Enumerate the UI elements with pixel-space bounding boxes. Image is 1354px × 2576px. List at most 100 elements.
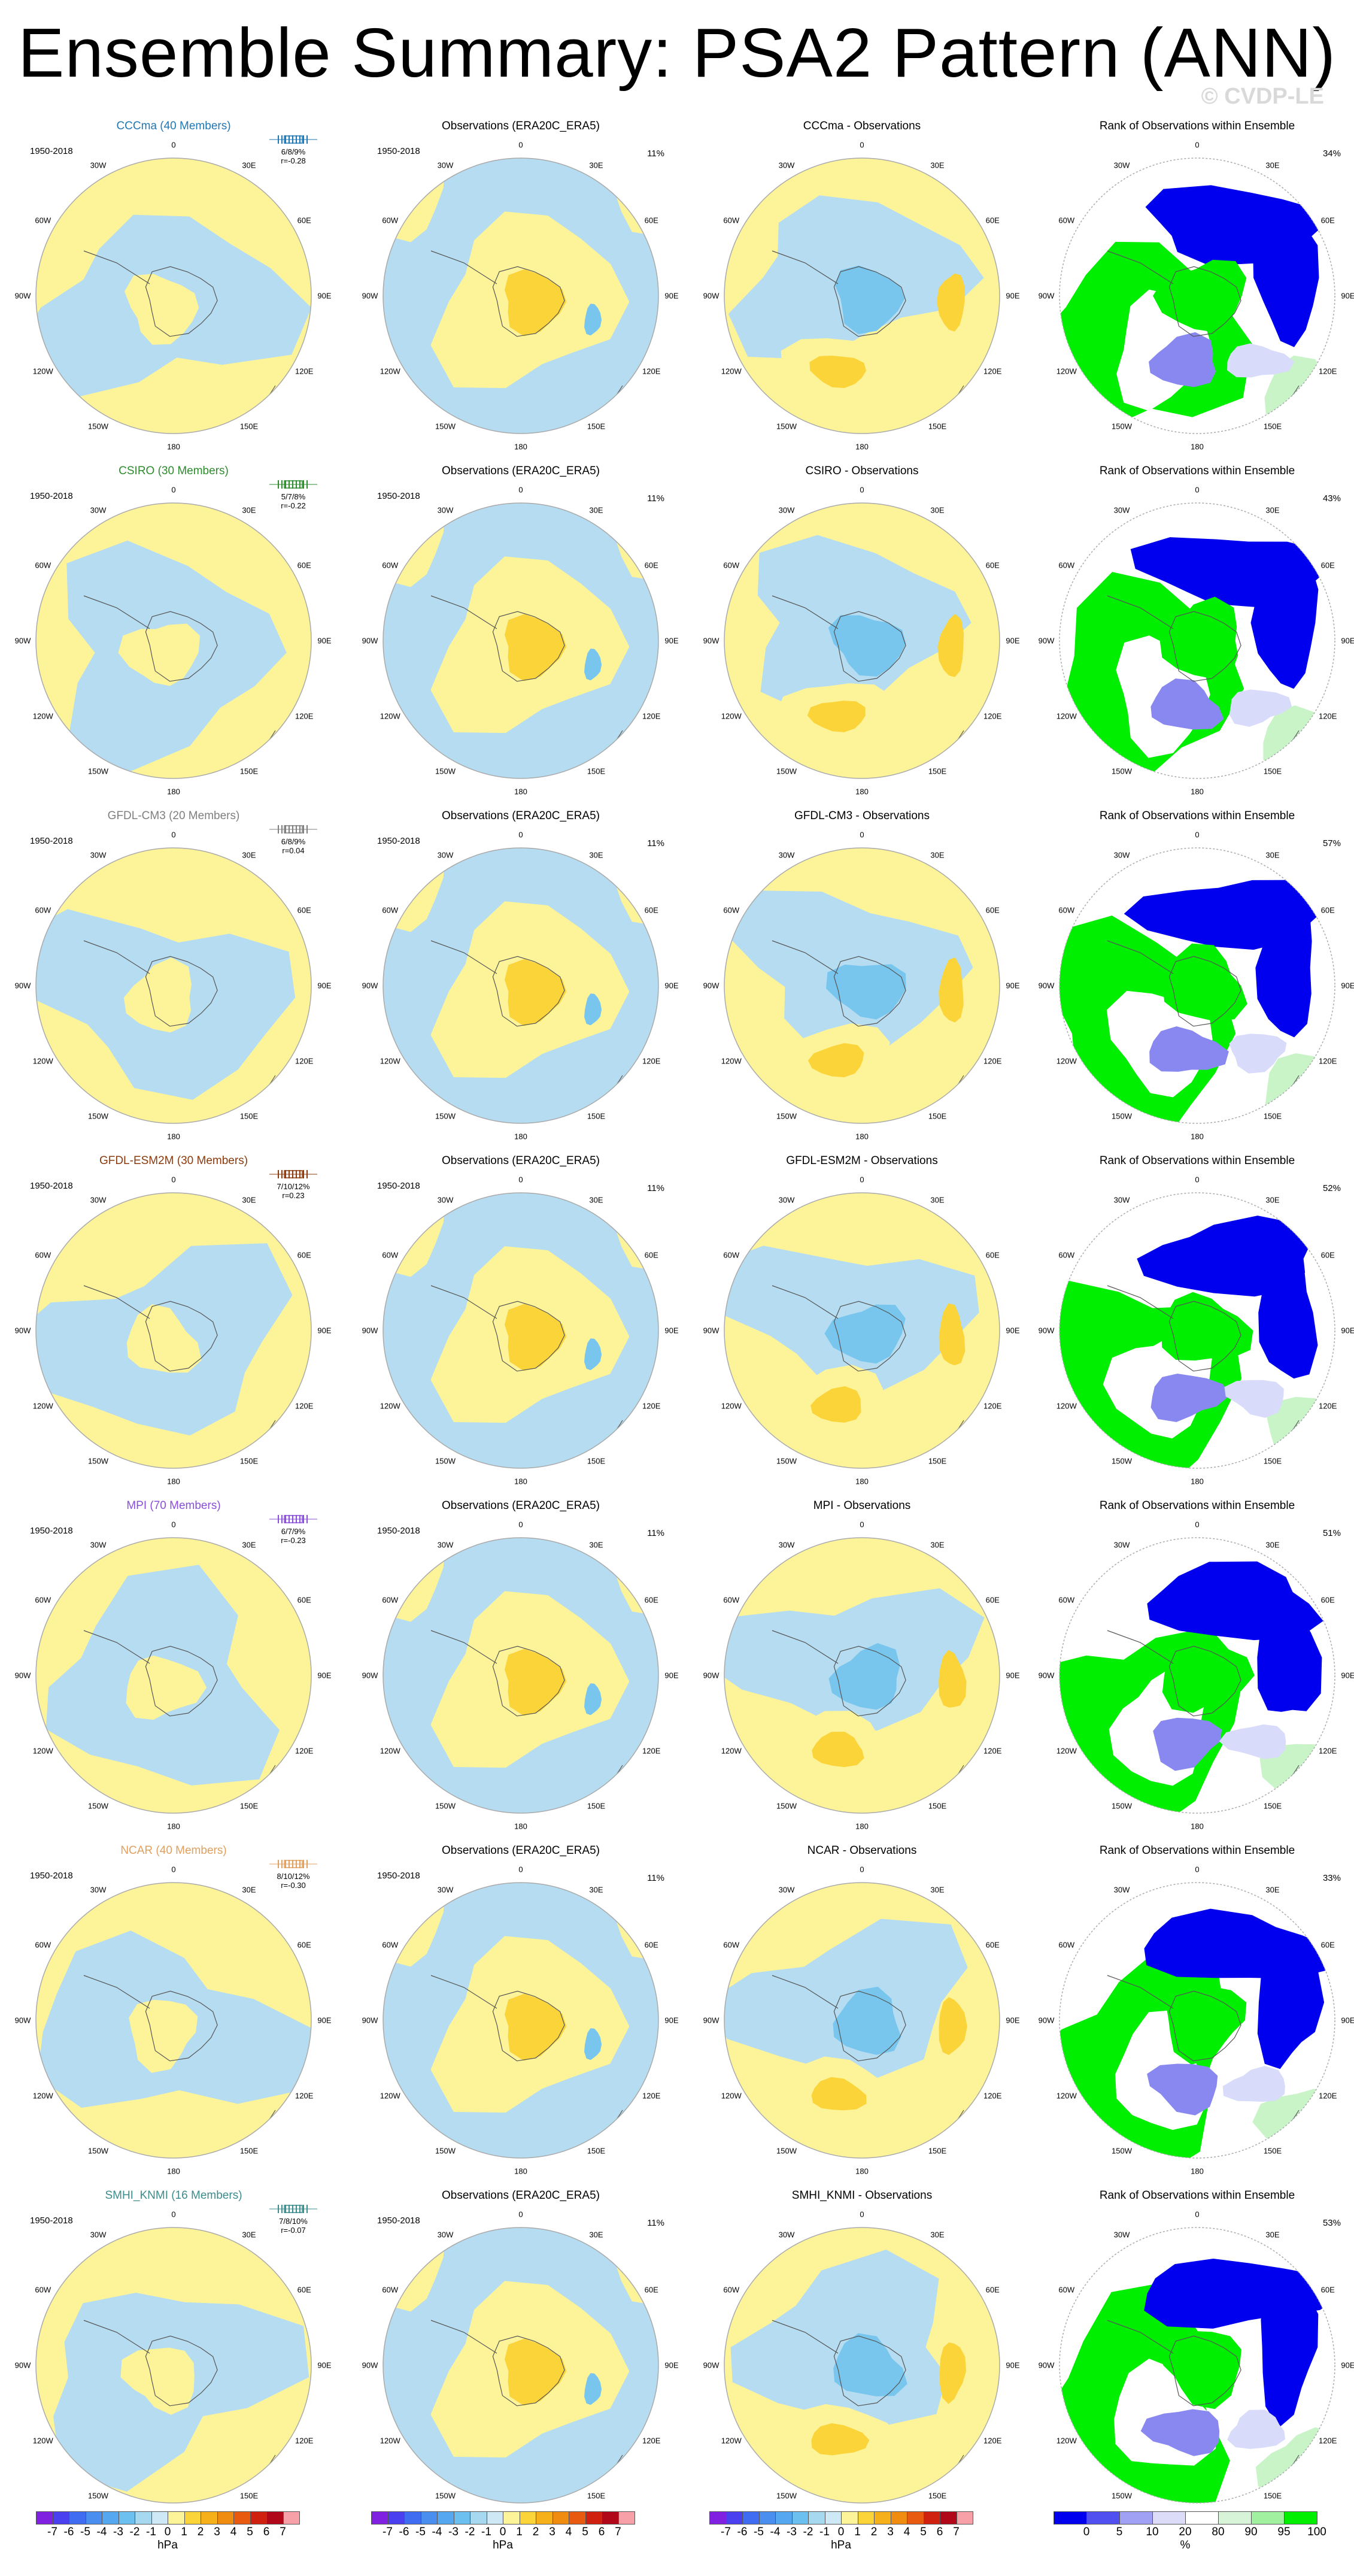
- lon-label: 180: [514, 787, 527, 796]
- lon-label: 90W: [362, 291, 378, 301]
- lon-label: 90W: [703, 636, 719, 645]
- lon-label: 60E: [644, 1940, 658, 1950]
- lon-label: 60W: [723, 1940, 740, 1950]
- lon-label: 120W: [1056, 366, 1077, 376]
- panel-title: Rank of Observations within Ensemble: [1099, 465, 1295, 477]
- map-canvas: [382, 2227, 659, 2504]
- lon-label: 60W: [723, 216, 740, 225]
- lon-label: 90W: [14, 2016, 31, 2025]
- obs-map-panel: 030E60E90E120E150E180150W120W90W60W30WOb…: [353, 2189, 688, 2534]
- ensemble-stats: 5/7/8% r=-0.22: [257, 478, 329, 510]
- lon-label: 30E: [930, 1540, 945, 1550]
- colorbar-tick-label: 0: [837, 2526, 845, 2538]
- colorbar-rank: 0 5 10 20 80 90 95 100%: [1042, 2507, 1353, 2554]
- lon-label: 60W: [1058, 905, 1075, 915]
- lon-label: 60E: [297, 905, 311, 915]
- lon-label: 180: [1191, 2166, 1204, 2176]
- lon-label: 150E: [587, 1801, 606, 1811]
- lon-label: 180: [514, 1132, 527, 1141]
- map-canvas: [35, 2227, 312, 2504]
- stats-correlation: r=-0.07: [281, 2226, 306, 2235]
- period-label: 1950-2018: [377, 2216, 420, 2226]
- lon-label: 30E: [1265, 2230, 1280, 2239]
- colorbar-tick-label: -6: [737, 2526, 748, 2538]
- colorbar-tick-label: 2: [532, 2526, 539, 2538]
- stats-correlation: r=-0.23: [281, 1536, 306, 1545]
- rank-map-panel: 0 30E 60E 90E 120E 150E 180 150W 120W 90W 60W 30W Ra…: [1030, 1844, 1354, 2189]
- lon-label: 120E: [1319, 2091, 1337, 2101]
- lon-label: 0: [1195, 485, 1200, 495]
- lon-label: 60E: [644, 216, 658, 225]
- model-map-panel: 0 30E 60E 90E 120E 150E 180 150W 120W 90W 60W 30W NC…: [6, 1844, 341, 2189]
- map-canvas: [724, 847, 1000, 1124]
- lon-label: 60E: [985, 216, 1000, 225]
- lon-label: 120E: [642, 1746, 661, 1756]
- lon-label: 150W: [88, 422, 108, 431]
- panel-title: Rank of Observations within Ensemble: [1099, 1154, 1295, 1167]
- lon-label: 90E: [664, 2016, 679, 2025]
- lon-label: 60W: [1058, 1250, 1075, 1260]
- colorbar-tick-label: -3: [113, 2526, 123, 2538]
- lon-label: 90W: [703, 2360, 719, 2370]
- lon-label: 90W: [362, 636, 378, 645]
- colorbar-swatch: [1152, 2511, 1186, 2525]
- colorbar-tick-label: 80: [1212, 2526, 1225, 2538]
- lon-label: 90E: [1006, 636, 1020, 645]
- lon-label: 180: [514, 1822, 527, 1831]
- panel-row: 0 30E 60E 90E 120E 150E 180 150W 120W 90W 60W 30W GF…: [0, 1154, 1354, 1499]
- colorbar-tick-label: 6: [263, 2526, 270, 2538]
- lon-label: 90E: [664, 2360, 679, 2370]
- lon-label: 180: [855, 1822, 869, 1831]
- lon-label: 150E: [239, 766, 259, 776]
- lon-label: 150W: [776, 1801, 797, 1811]
- panel-row: 0 30E 60E 90E 120E 150E 180 150W 120W 90W 60W 30W GF…: [0, 810, 1354, 1154]
- lon-label: 150W: [88, 2491, 108, 2501]
- lon-label: 60W: [1058, 216, 1075, 225]
- colorbar-swatch: [1119, 2511, 1153, 2525]
- ensemble-stats: 6/8/9% r=0.04: [257, 823, 329, 855]
- lon-label: 90W: [703, 1326, 719, 1335]
- colorbar-swatch: [36, 2511, 53, 2525]
- stats-percent: 6/8/9%: [281, 837, 306, 846]
- colorbar-swatch: [233, 2511, 251, 2525]
- lon-label: 180: [855, 787, 869, 796]
- lon-label: 90E: [664, 1671, 679, 1680]
- colorbar-tick-label: 20: [1179, 2526, 1192, 2538]
- lon-label: 150E: [587, 422, 606, 431]
- colorbar-tick-label: -6: [399, 2526, 409, 2538]
- lon-label: 120W: [721, 711, 742, 721]
- colorbar-swatch: [102, 2511, 119, 2525]
- lon-label: 30E: [589, 2230, 603, 2239]
- lon-label: 120W: [721, 1401, 742, 1411]
- colorbar-tick-label: 4: [565, 2526, 572, 2538]
- lon-label: 120E: [295, 366, 314, 376]
- lon-label: 30E: [589, 1540, 603, 1550]
- lon-label: 150W: [1112, 1456, 1132, 1466]
- colorbar-tick-label: -4: [770, 2526, 781, 2538]
- lon-label: 0: [860, 2210, 864, 2219]
- stats-correlation: r=0.04: [282, 846, 305, 855]
- colorbar-tick-label: -2: [465, 2526, 475, 2538]
- lon-label: 30W: [1113, 160, 1130, 170]
- map-canvas: [1059, 1192, 1335, 1469]
- colorbar-swatch: [1086, 2511, 1120, 2525]
- lon-label: 120W: [721, 1746, 742, 1756]
- colorbar-tick-label: -2: [803, 2526, 813, 2538]
- colorbar-swatch: [453, 2511, 470, 2525]
- lon-label: 60W: [35, 1250, 51, 1260]
- period-label: 1950-2018: [377, 1526, 420, 1536]
- colorbar-swatch: [420, 2511, 438, 2525]
- lon-label: 180: [514, 2166, 527, 2176]
- lon-label: 0: [518, 485, 523, 495]
- colorbar-tick-label: 7: [615, 2526, 621, 2538]
- period-label: 1950-2018: [377, 491, 420, 501]
- diff-map-panel: 0 30E 60E 90E 120E 150E 180 150W 120W 90W 60W 30W GF…: [694, 810, 1030, 1154]
- lon-label: 150W: [776, 1111, 797, 1121]
- lon-label: 120E: [983, 2091, 1002, 2101]
- colorbar-swatch: [874, 2511, 891, 2525]
- lon-label: 150W: [1112, 1111, 1132, 1121]
- lon-label: 150E: [928, 422, 947, 431]
- lon-label: 120W: [32, 2091, 53, 2101]
- colorbar-swatch: [151, 2511, 168, 2525]
